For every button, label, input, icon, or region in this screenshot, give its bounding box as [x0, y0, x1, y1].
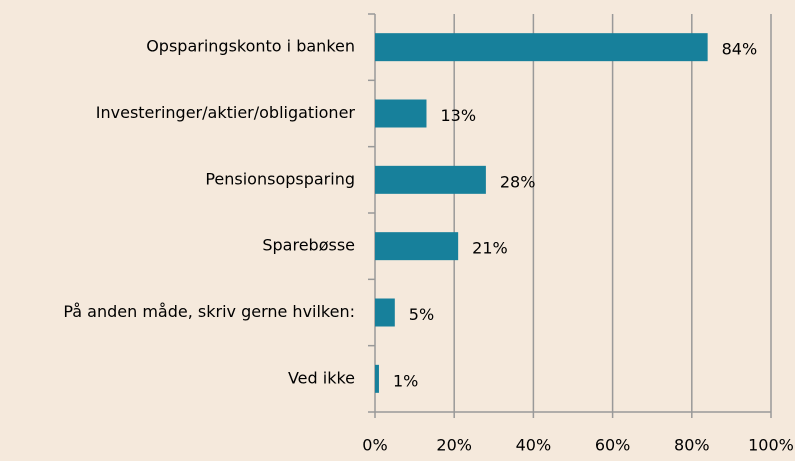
value-label: 21%: [472, 239, 508, 258]
bar: [375, 364, 379, 393]
bar: [375, 232, 459, 261]
y-tick-label: Sparebøsse: [262, 236, 355, 255]
bar: [375, 99, 427, 128]
value-label: 28%: [500, 172, 536, 191]
y-tick-label: Opsparingskonto i banken: [146, 37, 355, 56]
bar: [375, 298, 395, 327]
value-label: 84%: [722, 40, 758, 59]
bar: [375, 33, 708, 62]
x-tick-label: 80%: [674, 436, 710, 455]
x-tick-label: 100%: [748, 436, 794, 455]
bar: [375, 165, 486, 194]
value-label: 1%: [393, 371, 418, 390]
x-tick-label: 0%: [362, 436, 387, 455]
value-label: 13%: [440, 106, 476, 125]
y-tick-label: På anden måde, skriv gerne hvilken:: [63, 302, 355, 321]
y-tick-label: Ved ikke: [288, 368, 355, 387]
y-tick-label: Investeringer/aktier/obligationer: [96, 103, 356, 122]
x-tick-label: 40%: [516, 436, 552, 455]
y-tick-label: Pensionsopsparing: [205, 169, 355, 188]
value-label: 5%: [409, 305, 434, 324]
x-tick-label: 60%: [595, 436, 631, 455]
x-tick-label: 20%: [436, 436, 472, 455]
